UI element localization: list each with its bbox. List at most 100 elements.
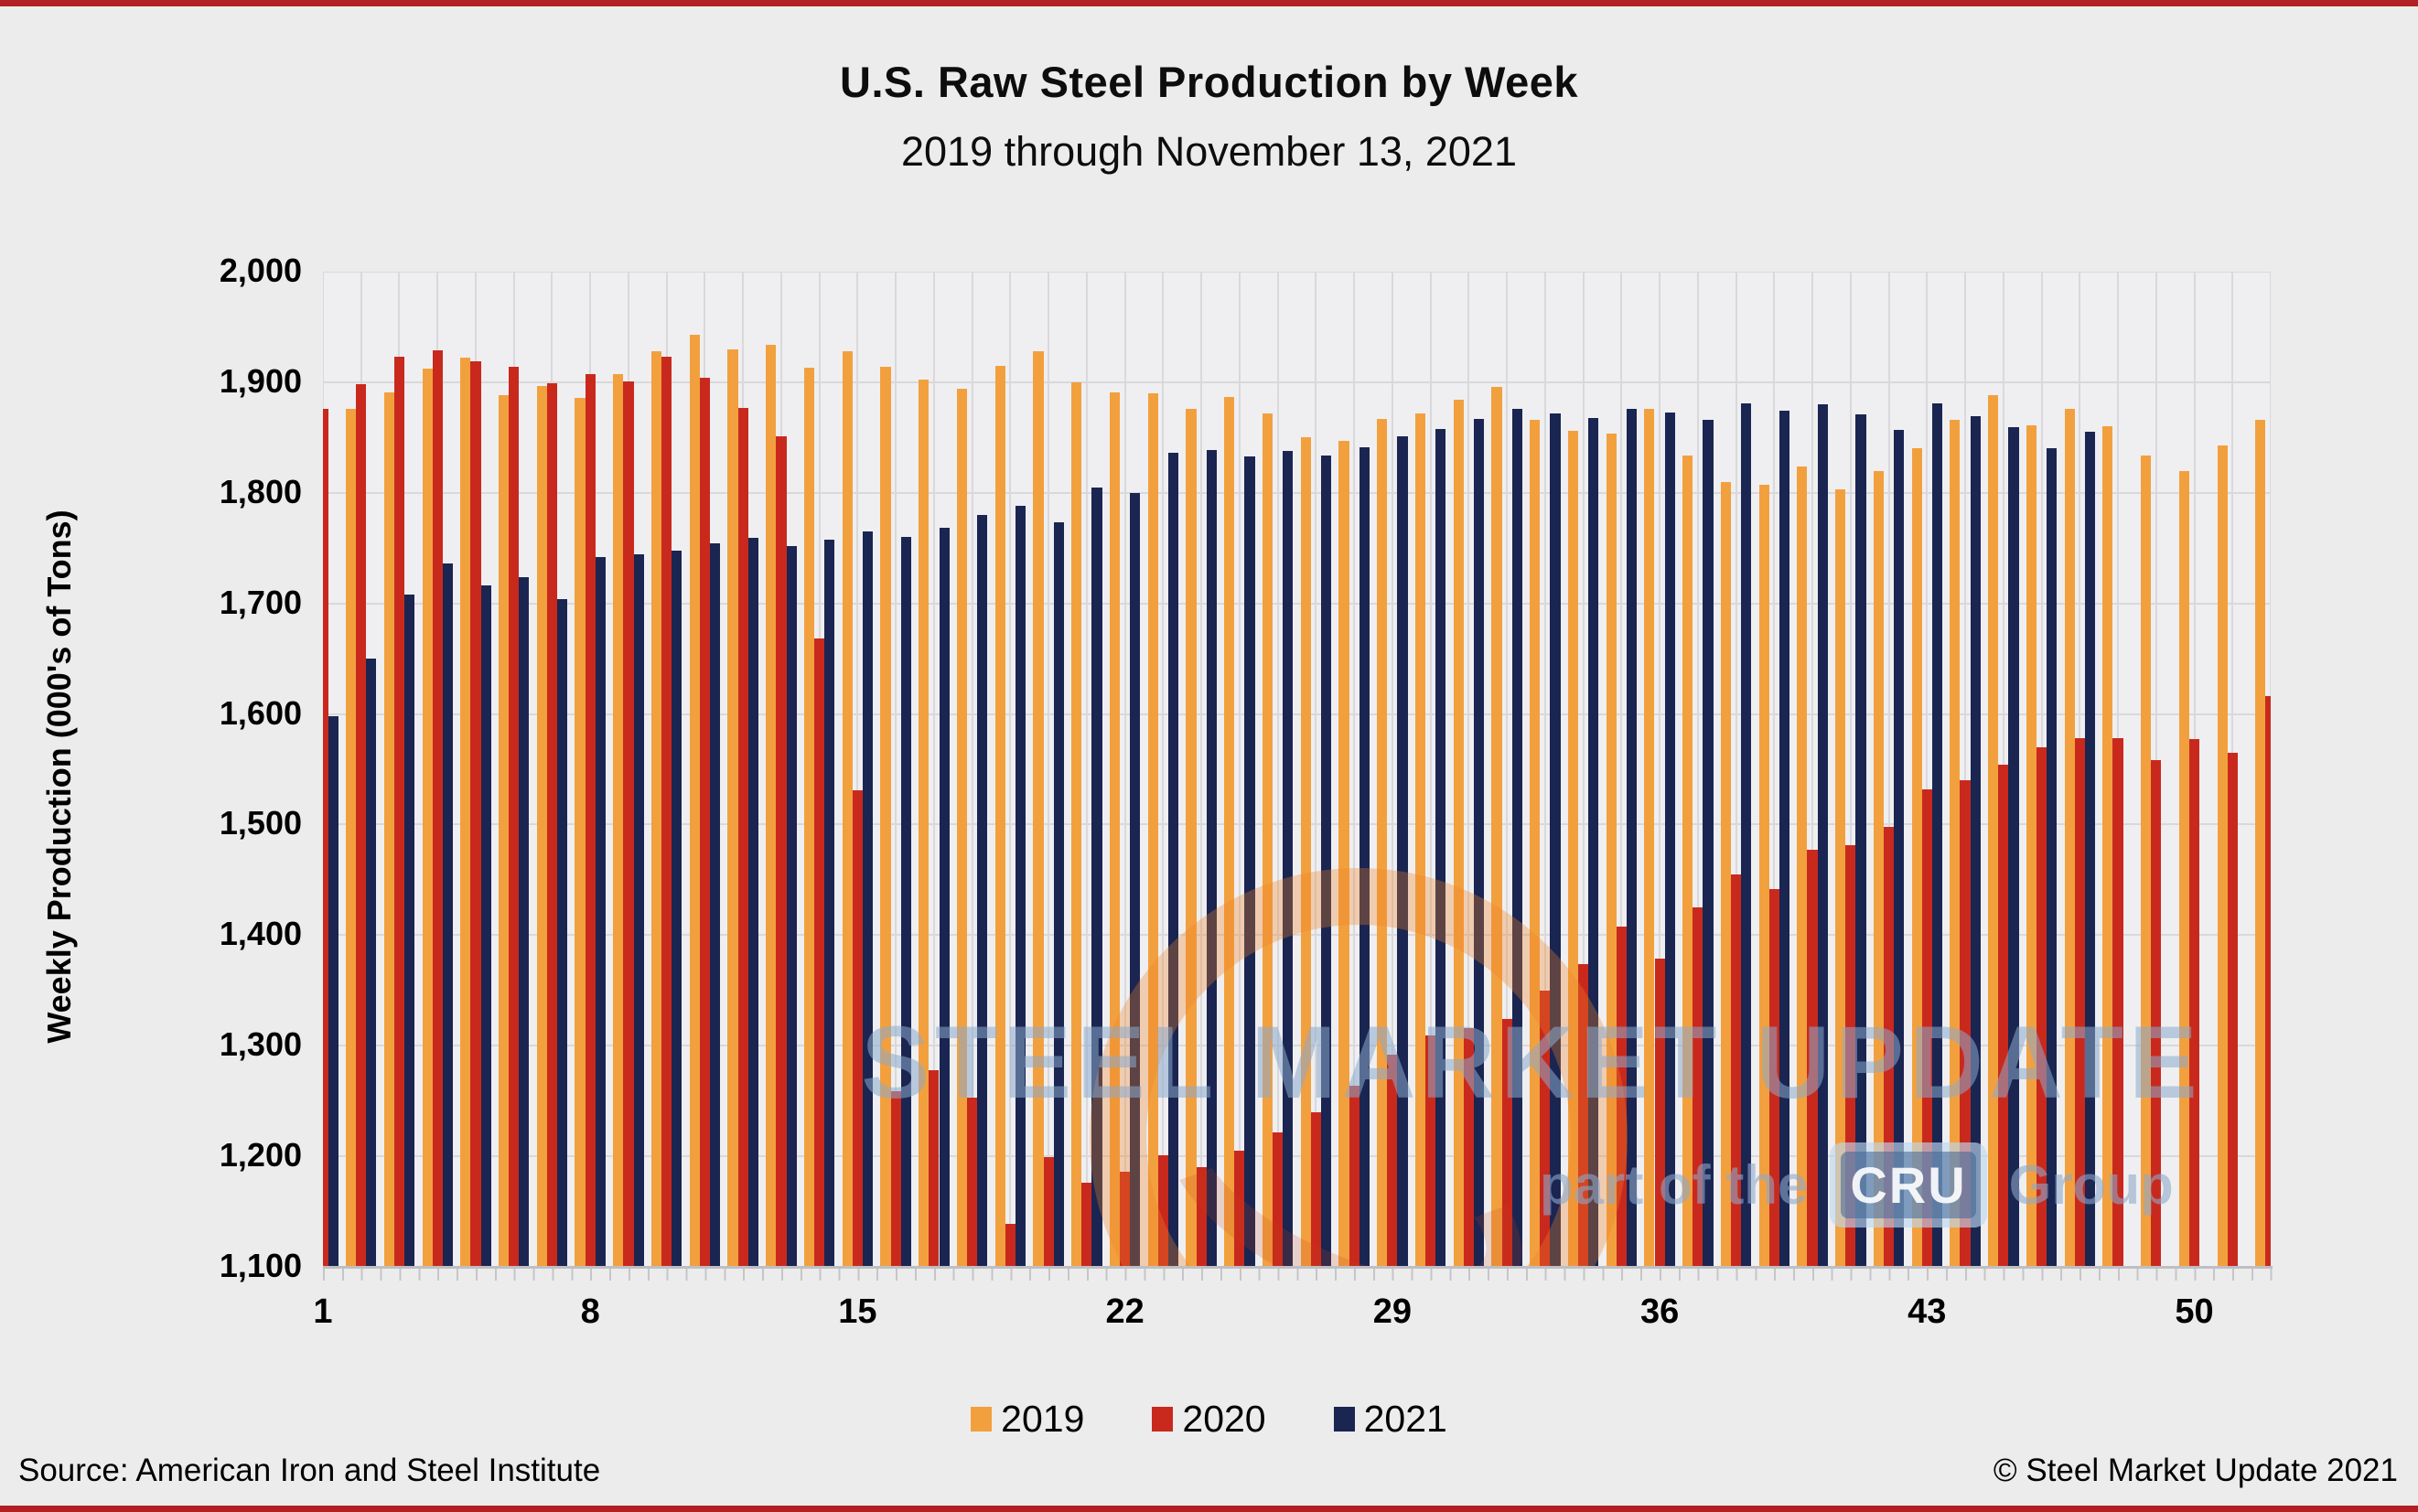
- bar-2021-week-16: [900, 537, 911, 1267]
- bar-2019-week-48: [2102, 426, 2113, 1267]
- bar-2020-week-38: [1730, 874, 1742, 1267]
- vgrid-week-19: [1009, 272, 1012, 1267]
- bar-2020-week-47: [2074, 738, 2085, 1267]
- bar-2020-week-46: [2036, 746, 2047, 1267]
- bar-2020-week-5: [470, 360, 481, 1267]
- bar-2019-week-12: [727, 349, 738, 1267]
- bar-2020-week-6: [509, 366, 520, 1267]
- vgrid-week-42: [1887, 272, 1890, 1267]
- bar-2021-week-5: [480, 585, 491, 1267]
- bar-2021-week-41: [1855, 413, 1866, 1267]
- bar-2019-week-18: [956, 389, 968, 1267]
- bar-2019-week-49: [2141, 455, 2152, 1267]
- bar-2021-week-44: [1970, 416, 1981, 1267]
- bar-2020-week-18: [967, 1098, 978, 1267]
- bar-2020-week-1: [323, 408, 328, 1267]
- vgrid-week-27: [1315, 272, 1317, 1267]
- bar-2020-week-26: [1273, 1131, 1284, 1267]
- vgrid-week-23: [1162, 272, 1165, 1267]
- bar-2019-week-42: [1873, 470, 1884, 1267]
- bar-2021-week-1: [328, 715, 339, 1267]
- x-tick-label-15: 15: [838, 1292, 877, 1331]
- bar-2021-week-43: [1931, 402, 1942, 1267]
- hgrid-1600: [323, 713, 2271, 715]
- bar-2019-week-29: [1377, 418, 1388, 1267]
- bar-2020-week-31: [1463, 1027, 1474, 1267]
- bar-2020-week-42: [1883, 826, 1895, 1267]
- bar-2019-week-26: [1262, 413, 1273, 1267]
- bar-2021-week-8: [595, 556, 606, 1267]
- bar-2020-week-50: [2188, 739, 2200, 1267]
- y-tick-label-1700: 1,700: [219, 583, 302, 621]
- bar-2019-week-16: [880, 366, 891, 1267]
- bar-2019-week-7: [536, 385, 547, 1267]
- bar-2021-week-18: [977, 514, 988, 1267]
- y-tick-label-1800: 1,800: [219, 472, 302, 510]
- bar-2019-week-36: [1644, 408, 1655, 1267]
- bar-2019-week-22: [1109, 391, 1121, 1267]
- bar-2020-week-28: [1349, 1085, 1359, 1267]
- bar-2021-week-37: [1703, 420, 1714, 1267]
- bar-2020-week-39: [1768, 888, 1779, 1267]
- vgrid-week-36: [1659, 272, 1661, 1267]
- bar-2019-week-41: [1835, 489, 1846, 1267]
- vgrid-week-32: [1506, 272, 1509, 1267]
- top-accent-rule: [0, 0, 2418, 6]
- x-tick-label-8: 8: [580, 1292, 600, 1331]
- bar-2019-week-50: [2178, 470, 2189, 1267]
- bar-2021-week-23: [1167, 453, 1179, 1267]
- bar-2020-week-43: [1921, 788, 1932, 1267]
- bar-2020-week-4: [432, 349, 443, 1267]
- bar-2021-week-7: [557, 598, 568, 1267]
- bar-2021-week-46: [2047, 448, 2058, 1267]
- y-tick-label-1300: 1,300: [219, 1025, 302, 1064]
- vgrid-week-22: [1123, 272, 1126, 1267]
- bar-2020-week-8: [585, 374, 596, 1267]
- hgrid-1700: [323, 602, 2271, 605]
- bar-2020-week-7: [546, 383, 558, 1267]
- bar-2019-week-38: [1720, 481, 1731, 1267]
- bar-2021-week-33: [1550, 413, 1561, 1267]
- bar-2019-week-11: [689, 334, 700, 1267]
- vgrid-week-34: [1582, 272, 1585, 1267]
- hgrid-1400: [323, 934, 2271, 937]
- bar-2019-week-20: [1033, 351, 1044, 1267]
- bar-2019-week-27: [1300, 437, 1311, 1267]
- x-axis-line: [323, 1266, 2273, 1269]
- bar-2019-week-10: [650, 351, 662, 1267]
- bar-2020-week-49: [2151, 760, 2162, 1267]
- bar-2021-week-20: [1053, 522, 1064, 1267]
- bar-2019-week-33: [1530, 420, 1541, 1267]
- bar-2021-week-17: [939, 528, 950, 1267]
- bar-2019-week-45: [1988, 395, 1999, 1267]
- bar-2021-week-47: [2084, 432, 2095, 1267]
- bar-2020-week-52: [2265, 696, 2271, 1267]
- bar-2020-week-34: [1578, 963, 1589, 1267]
- y-tick-label-1200: 1,200: [219, 1136, 302, 1174]
- vgrid-week-21: [1085, 272, 1088, 1267]
- bar-2021-week-40: [1817, 404, 1828, 1267]
- bar-2019-week-5: [460, 358, 471, 1267]
- bar-2021-week-6: [519, 576, 530, 1267]
- bar-2020-week-30: [1425, 1035, 1436, 1267]
- bar-2021-week-15: [863, 531, 874, 1267]
- vgrid-week-35: [1620, 272, 1623, 1267]
- x-tick-label-36: 36: [1639, 1292, 1680, 1331]
- bar-2020-week-21: [1081, 1183, 1092, 1267]
- bar-2020-week-25: [1234, 1151, 1245, 1267]
- vgrid-week-25: [1238, 272, 1241, 1267]
- y-tick-label-1100: 1,100: [219, 1247, 302, 1284]
- hgrid-2000: [323, 272, 2271, 273]
- bar-2020-week-33: [1540, 990, 1551, 1267]
- bar-2021-week-26: [1283, 450, 1294, 1267]
- y-tick-label-1600: 1,600: [219, 693, 302, 732]
- bar-2021-week-24: [1206, 449, 1217, 1267]
- bar-2021-week-29: [1397, 436, 1408, 1267]
- vgrid-week-29: [1391, 272, 1393, 1267]
- y-tick-label-1400: 1,400: [219, 915, 302, 953]
- bar-2019-week-51: [2217, 445, 2228, 1267]
- bar-2019-week-44: [1950, 420, 1961, 1267]
- bar-2021-week-28: [1359, 447, 1370, 1267]
- bar-2020-week-32: [1501, 1019, 1512, 1267]
- bar-2020-week-45: [1998, 765, 2009, 1267]
